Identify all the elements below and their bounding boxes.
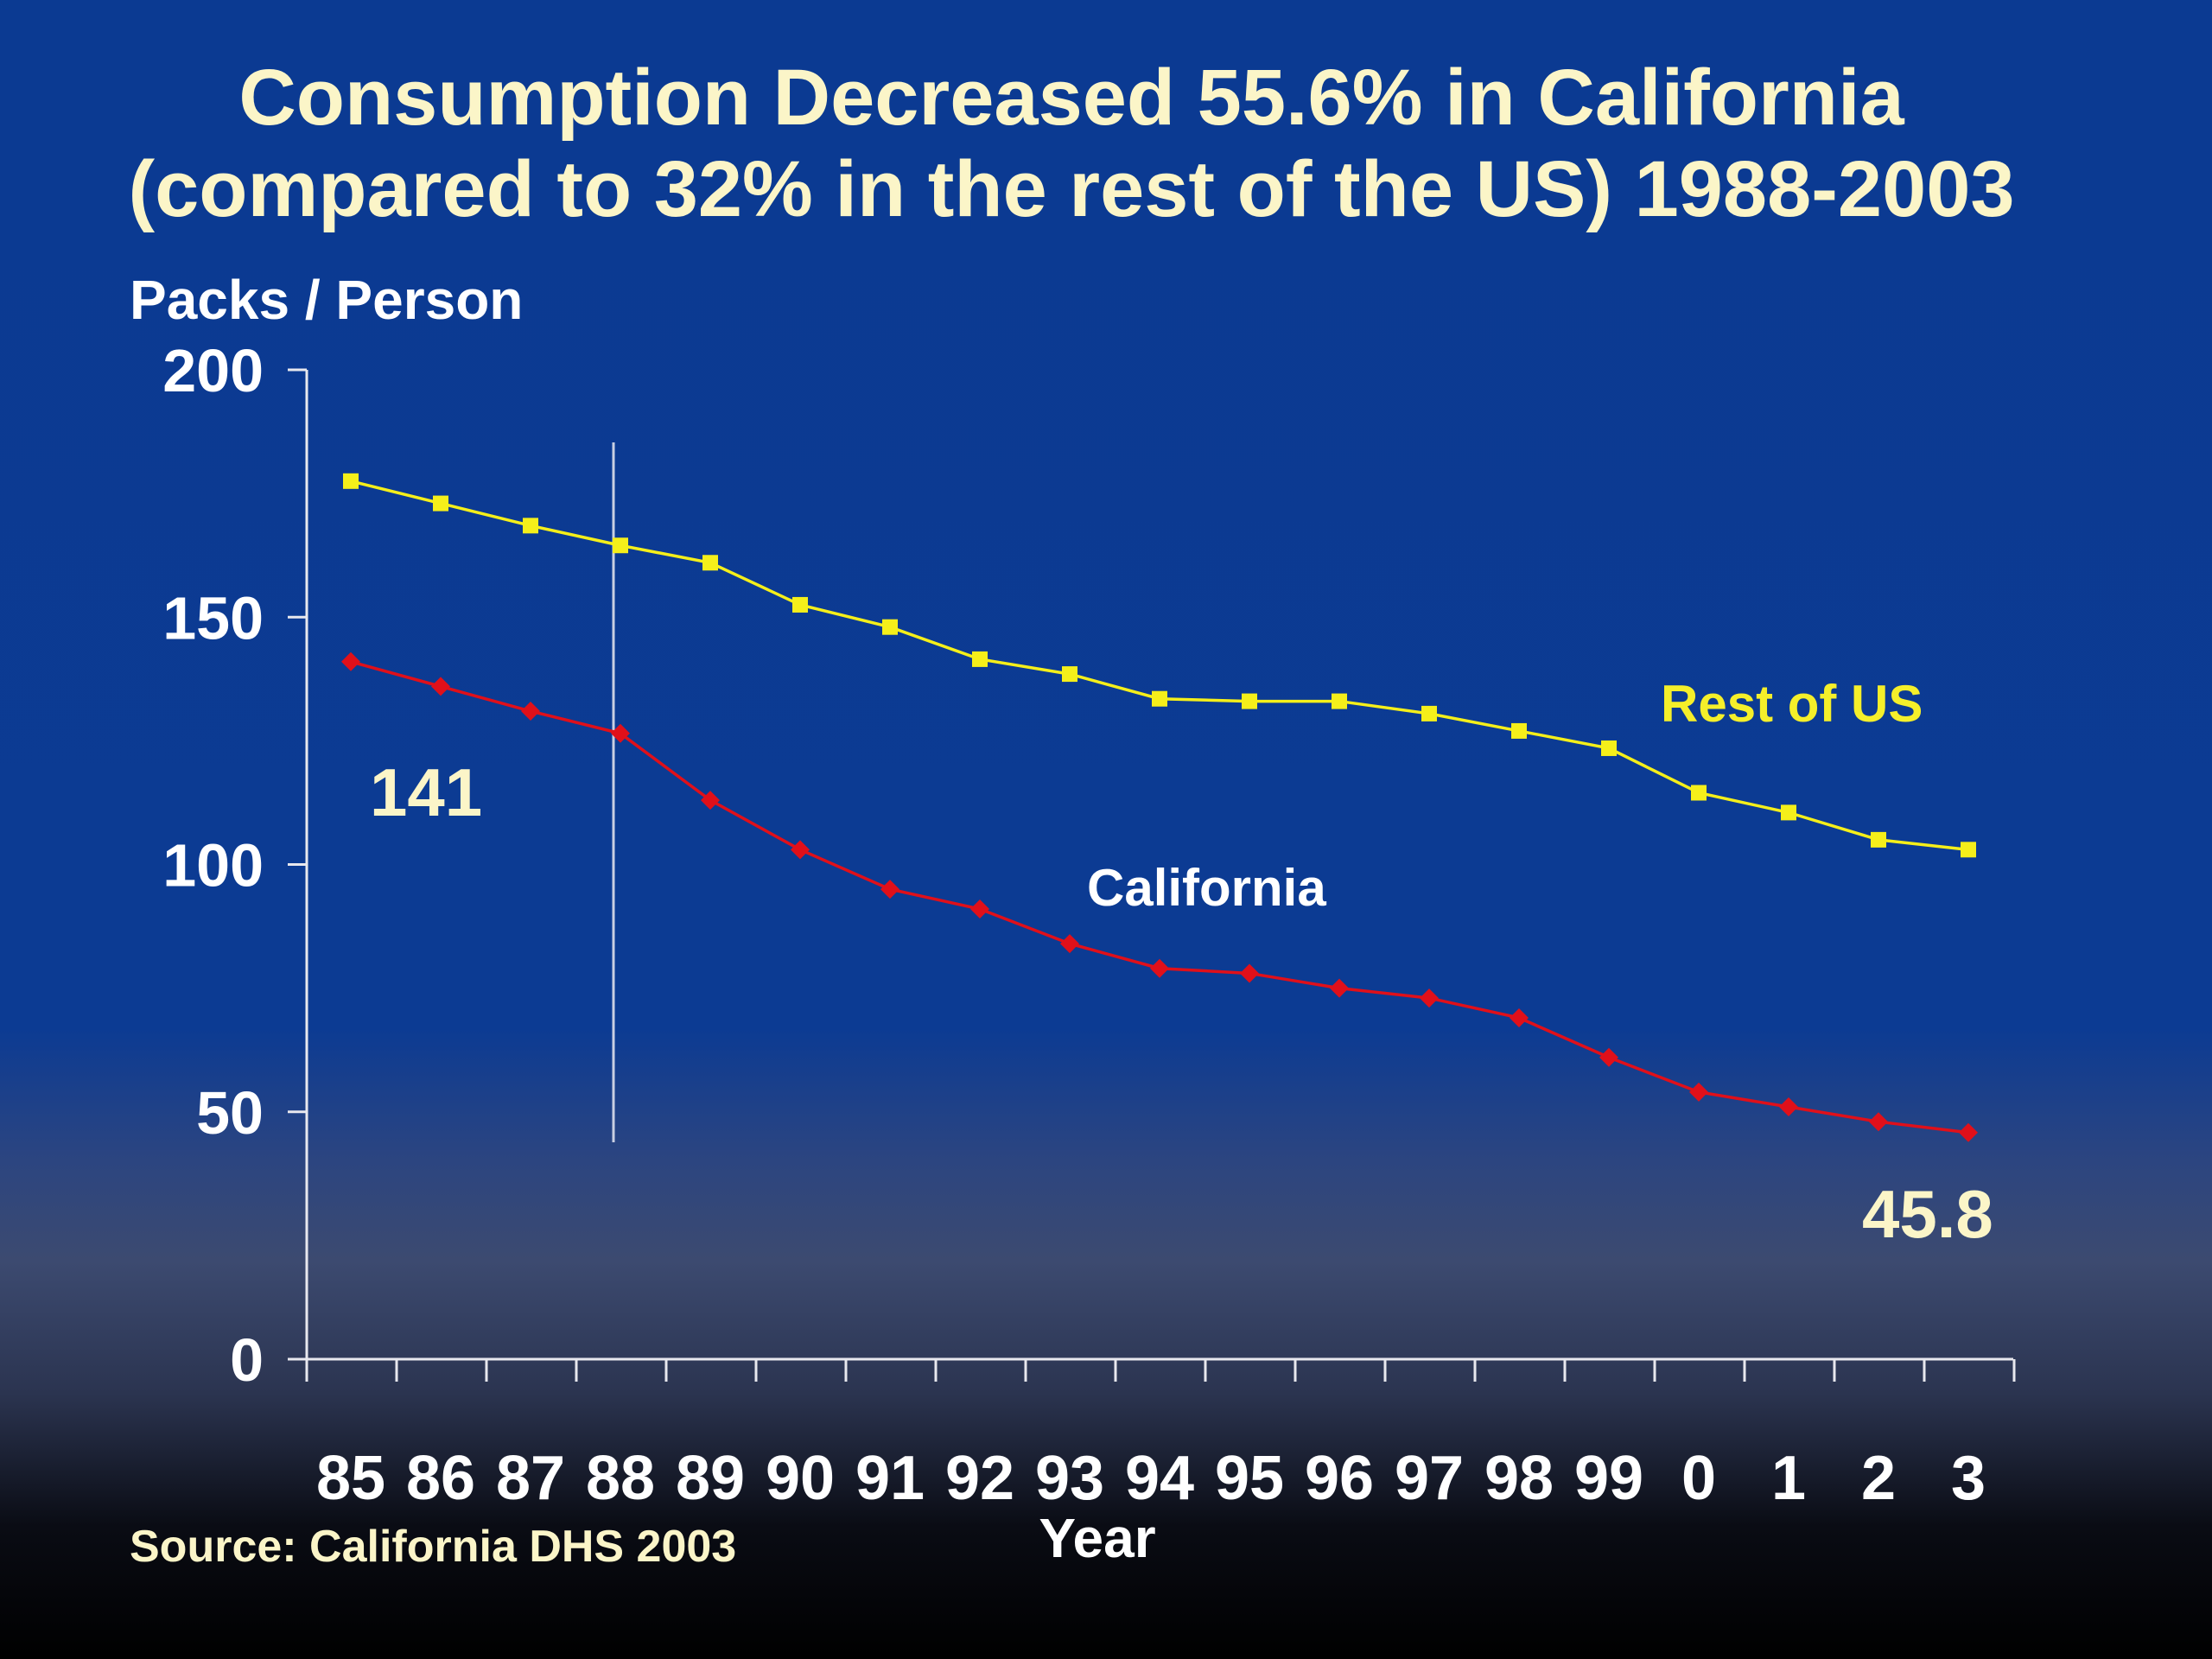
y-tick-label: 100 <box>162 832 264 899</box>
chart-title: Consumption Decreased 55.6% in Californi… <box>0 52 2143 235</box>
data-point-rest-of-us <box>1152 690 1167 707</box>
data-point-california <box>611 723 630 743</box>
data-point-california <box>431 677 450 696</box>
y-tick-label: 0 <box>230 1326 264 1394</box>
series-line-rest-of-us <box>350 480 1969 852</box>
x-tick-label: 92 <box>945 1444 1014 1513</box>
data-point-rest-of-us <box>1062 666 1077 683</box>
x-tick-label: 93 <box>1035 1444 1104 1513</box>
data-point-rest-of-us <box>792 596 808 613</box>
data-point-rest-of-us <box>702 555 718 571</box>
data-point-rest-of-us <box>433 495 448 512</box>
series-label-california: California <box>1087 859 1326 917</box>
data-point-california <box>791 840 810 860</box>
data-point-california <box>1959 1122 1978 1142</box>
x-tick-label: 2 <box>1861 1444 1896 1513</box>
data-point-california <box>1869 1112 1888 1132</box>
data-point-rest-of-us <box>523 518 538 534</box>
source-note: Source: California DHS 2003 <box>130 1522 737 1572</box>
data-point-california <box>1240 963 1259 983</box>
data-point-rest-of-us <box>1601 740 1617 756</box>
y-tick-label: 50 <box>196 1079 264 1147</box>
data-point-california <box>521 702 540 721</box>
data-point-rest-of-us <box>1332 693 1347 709</box>
y-tick-label: 200 <box>162 337 264 404</box>
data-point-california <box>970 899 989 919</box>
x-tick-label: 85 <box>316 1444 385 1513</box>
data-point-california <box>1510 1007 1529 1027</box>
y-tick-label: 150 <box>162 584 264 652</box>
data-label-141: 141 <box>370 754 482 830</box>
data-point-california <box>1689 1082 1708 1102</box>
x-tick-label: 98 <box>1484 1444 1554 1513</box>
data-point-rest-of-us <box>343 473 359 489</box>
y-axis-label: Packs / Person <box>130 269 524 331</box>
data-point-rest-of-us <box>1511 722 1527 739</box>
data-point-california <box>1330 978 1349 998</box>
x-tick-label: 91 <box>855 1444 925 1513</box>
data-point-rest-of-us <box>1961 842 1976 858</box>
title-line-2: (compared to 32% in the rest of the US) … <box>128 145 2015 233</box>
x-tick-label: 3 <box>1951 1444 1986 1513</box>
chart-series <box>341 473 1978 1142</box>
data-point-rest-of-us <box>1781 804 1796 821</box>
data-point-rest-of-us <box>1421 705 1437 721</box>
data-point-california <box>1060 934 1079 954</box>
data-point-california <box>701 791 720 810</box>
x-tick-label: 88 <box>586 1444 655 1513</box>
data-point-california <box>1420 988 1439 1008</box>
data-point-rest-of-us <box>1871 831 1886 848</box>
chart-labels: Rest of US California 141 45.8 <box>370 675 1993 1252</box>
series-label-rest-of-us: Rest of US <box>1661 675 1923 733</box>
x-tick-label: 90 <box>766 1444 835 1513</box>
data-point-rest-of-us <box>1691 785 1707 801</box>
data-point-california <box>341 652 360 671</box>
chart-axes: 0 50 100 150 200 85 86 87 88 89 90 91 92 93 94 95 96 97 98… <box>162 337 2016 1569</box>
x-tick-label: 89 <box>676 1444 745 1513</box>
data-point-rest-of-us <box>613 537 628 554</box>
x-tick-label: 86 <box>406 1444 475 1513</box>
title-line-1: Consumption Decreased 55.6% in Californi… <box>238 54 1904 142</box>
data-point-california <box>1779 1097 1798 1117</box>
x-tick-label: 97 <box>1395 1444 1464 1513</box>
data-label-45-8: 45.8 <box>1862 1176 1993 1252</box>
data-point-rest-of-us <box>1242 693 1257 709</box>
x-tick-label: 95 <box>1215 1444 1284 1513</box>
data-point-california <box>880 880 899 899</box>
data-point-rest-of-us <box>972 651 988 667</box>
data-point-rest-of-us <box>882 619 898 635</box>
x-axis-label: Year <box>1039 1507 1155 1569</box>
x-tick-label: 1 <box>1771 1444 1806 1513</box>
x-tick-label: 99 <box>1574 1444 1643 1513</box>
data-point-california <box>1599 1047 1618 1067</box>
x-tick-label: 87 <box>496 1444 565 1513</box>
data-point-california <box>1150 958 1169 978</box>
x-tick-label: 0 <box>1681 1444 1716 1513</box>
x-tick-label: 94 <box>1125 1444 1194 1513</box>
x-tick-label: 96 <box>1305 1444 1374 1513</box>
